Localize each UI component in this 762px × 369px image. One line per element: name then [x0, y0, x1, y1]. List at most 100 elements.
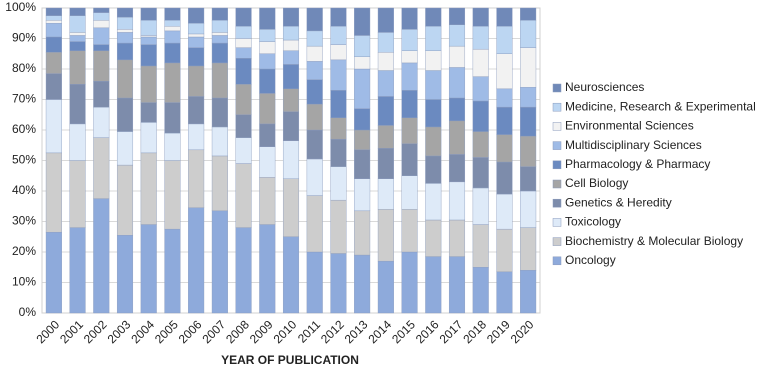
bar-segment: [116, 29, 134, 33]
bar-segment: [472, 131, 489, 158]
bar-segment: [520, 190, 537, 228]
bar-segment: [354, 178, 371, 212]
bar-segment: [140, 35, 157, 38]
y-tick-label: 30%: [12, 214, 36, 228]
bar-segment: [235, 114, 252, 138]
legend-marker: [552, 198, 562, 208]
bar-segment: [401, 209, 418, 253]
bar-segment: [472, 76, 489, 102]
bar-segment: [282, 50, 300, 65]
x-tick-label: 2018: [460, 317, 489, 346]
bar-segment: [306, 7, 323, 32]
bar-segment: [188, 207, 205, 314]
legend-marker: [552, 122, 562, 131]
bar-segment: [93, 106, 110, 138]
bar-segment: [401, 175, 418, 210]
bar-segment: [377, 260, 394, 314]
bar-segment: [235, 38, 252, 48]
bar-segment: [211, 210, 228, 314]
bar-segment: [377, 7, 394, 33]
x-tick-label: 2006: [176, 317, 205, 346]
legend-label: Oncology: [565, 253, 616, 267]
x-tick-label: 2017: [437, 317, 466, 346]
bar-segment: [116, 97, 134, 132]
bar-segment: [282, 178, 300, 237]
bar-segment: [354, 254, 371, 314]
bar-segment: [354, 210, 371, 256]
bar-segment: [496, 161, 513, 195]
bar-segment: [259, 29, 276, 42]
bar-segment: [188, 123, 205, 151]
bar-segment: [282, 7, 300, 27]
bar-segment: [45, 231, 62, 314]
bar-segment: [425, 70, 442, 100]
bar-segment: [140, 102, 157, 123]
bar-segment: [520, 166, 537, 192]
bar-segment: [520, 227, 537, 271]
bar-segment: [448, 219, 466, 257]
bar-segment: [306, 195, 323, 253]
legend-marker: [552, 83, 562, 93]
bar-segment: [472, 267, 489, 314]
bar-segment: [401, 62, 418, 91]
bar-segment: [188, 23, 205, 35]
bar-segment: [116, 235, 134, 314]
bar-segment: [425, 26, 442, 51]
bar-segment: [496, 106, 513, 135]
x-tick-label: 2002: [81, 317, 110, 346]
bar-segment: [188, 7, 205, 24]
y-tick-label: 0%: [19, 305, 37, 319]
bar-segment: [425, 99, 442, 128]
bar-segment: [330, 90, 347, 118]
bar-segment: [496, 271, 513, 314]
bar-segment: [69, 15, 86, 33]
bar-segment: [45, 36, 62, 53]
x-tick-label: 2008: [223, 317, 252, 346]
x-tick-label: 2020: [508, 317, 537, 346]
bar-segment: [401, 7, 418, 30]
bar-segment: [401, 143, 418, 176]
bar-segment: [211, 42, 228, 64]
bar-segment: [496, 228, 513, 273]
bar-segment: [69, 32, 86, 36]
legend-marker: [552, 141, 562, 150]
bar-segment: [306, 103, 323, 131]
bar-segment: [45, 20, 62, 24]
bar-segment: [211, 32, 228, 36]
bar-segment: [425, 256, 442, 314]
x-axis-title: YEAR OF PUBLICATION: [221, 353, 359, 367]
bar-segment: [472, 48, 489, 77]
y-tick-label: 60%: [12, 122, 36, 136]
bar-segment: [282, 140, 300, 180]
bar-segment: [377, 96, 394, 126]
bar-segment: [140, 224, 157, 314]
bar-segment: [140, 152, 157, 225]
bar-segment: [45, 152, 62, 233]
bar-segment: [448, 256, 466, 314]
bar-segment: [282, 111, 300, 141]
bar-segment: [69, 41, 86, 51]
bar-segment: [354, 35, 371, 58]
bar-segment: [306, 158, 323, 196]
bar-segment: [425, 7, 442, 27]
bar-segment: [211, 35, 228, 44]
bar-segment: [354, 56, 371, 70]
legend-marker: [552, 256, 562, 266]
bar-segment: [45, 99, 62, 154]
bar-segment: [93, 12, 110, 21]
bar-segment: [211, 62, 228, 99]
bar-segment: [330, 44, 347, 61]
bar-segment: [425, 183, 442, 221]
x-tick-label: 2007: [199, 317, 228, 346]
bar-segment: [164, 7, 181, 21]
bar-segment: [472, 224, 489, 268]
bar-segment: [116, 42, 134, 61]
legend-label: Cell Biology: [565, 176, 628, 190]
bar-segment: [164, 160, 181, 230]
y-tick-label: 20%: [12, 244, 36, 258]
bar-segment: [140, 7, 157, 21]
bar-segment: [235, 163, 252, 228]
bar-segment: [140, 20, 157, 36]
bar-segment: [188, 96, 205, 125]
bar-segment: [259, 7, 276, 30]
